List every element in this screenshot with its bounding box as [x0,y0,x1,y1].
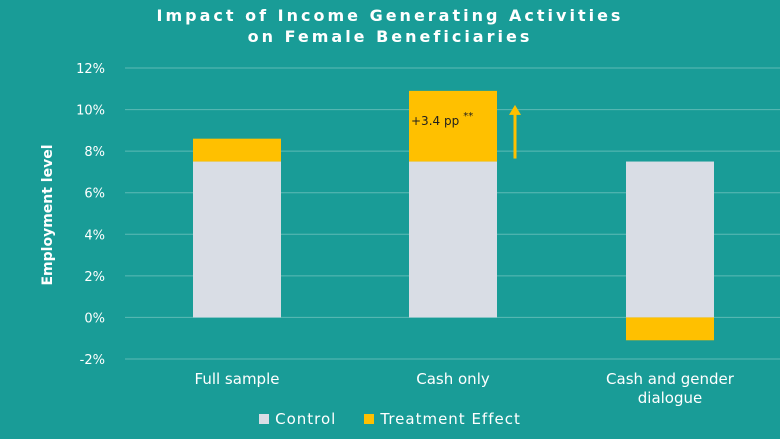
x-category-label-line: Cash and gender [606,370,734,388]
x-category-label: Cash only [363,370,543,389]
legend-item-treatment-effect: Treatment Effect [364,410,521,428]
chart-title-line-1: Impact of Income Generating Activities [156,6,624,25]
y-axis-label: Employment level [40,144,56,286]
legend-swatch-treatment-effect [364,414,375,424]
bar-control [409,161,497,318]
y-tick-label: 0% [84,311,105,326]
x-category-label-line: dialogue [637,389,703,407]
legend-swatch-control [259,414,270,424]
y-tick-label: 8% [84,145,105,160]
legend: Control Treatment Effect [0,410,780,428]
bar-treatment-effect [626,317,714,341]
legend-label-control: Control [275,410,337,428]
bar-control [626,161,714,318]
x-category-label-line: Cash only [416,370,490,388]
legend-label-treatment-effect: Treatment Effect [380,410,521,428]
bar-control [193,161,281,318]
y-tick-label: 10% [76,104,105,119]
bar-treatment-effect [409,90,497,162]
legend-item-control: Control [259,410,336,428]
y-tick-label: 4% [84,228,105,243]
y-tick-label: 12% [76,62,105,77]
y-tick-label: 2% [84,270,105,285]
y-tick-label: -2% [80,353,105,368]
x-category-label-line: Full sample [194,370,280,388]
bar-treatment-effect [193,138,281,162]
annotation-arrowhead [509,104,521,115]
x-category-label: Cash and gender dialogue [580,370,760,408]
annotation-label: +3.4 pp ** [411,111,473,128]
y-tick-label: 6% [84,187,105,202]
chart-title-line-2: on Female Beneficiaries [247,27,533,46]
x-category-label: Full sample [147,370,327,389]
